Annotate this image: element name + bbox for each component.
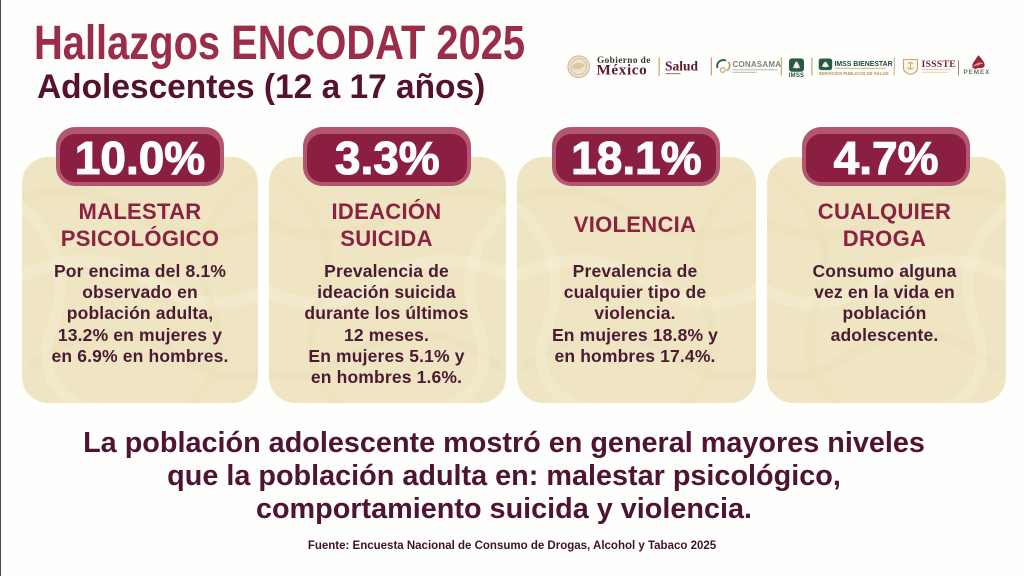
svg-text:SERVICIOS PUBLICOS DE SALUD: SERVICIOS PUBLICOS DE SALUD xyxy=(819,71,889,76)
svg-text:IMSS BIENESTAR: IMSS BIENESTAR xyxy=(835,61,893,68)
svg-text:PEMEX: PEMEX xyxy=(964,69,991,76)
svg-text:CONASAMA: CONASAMA xyxy=(733,60,782,69)
svg-text:Gobierno de: Gobierno de xyxy=(597,56,651,66)
svg-text:Salud: Salud xyxy=(665,59,699,74)
svg-text:ISSSTE: ISSSTE xyxy=(922,59,957,70)
svg-text:México: México xyxy=(597,62,648,79)
svg-text:IMSS: IMSS xyxy=(789,73,804,79)
